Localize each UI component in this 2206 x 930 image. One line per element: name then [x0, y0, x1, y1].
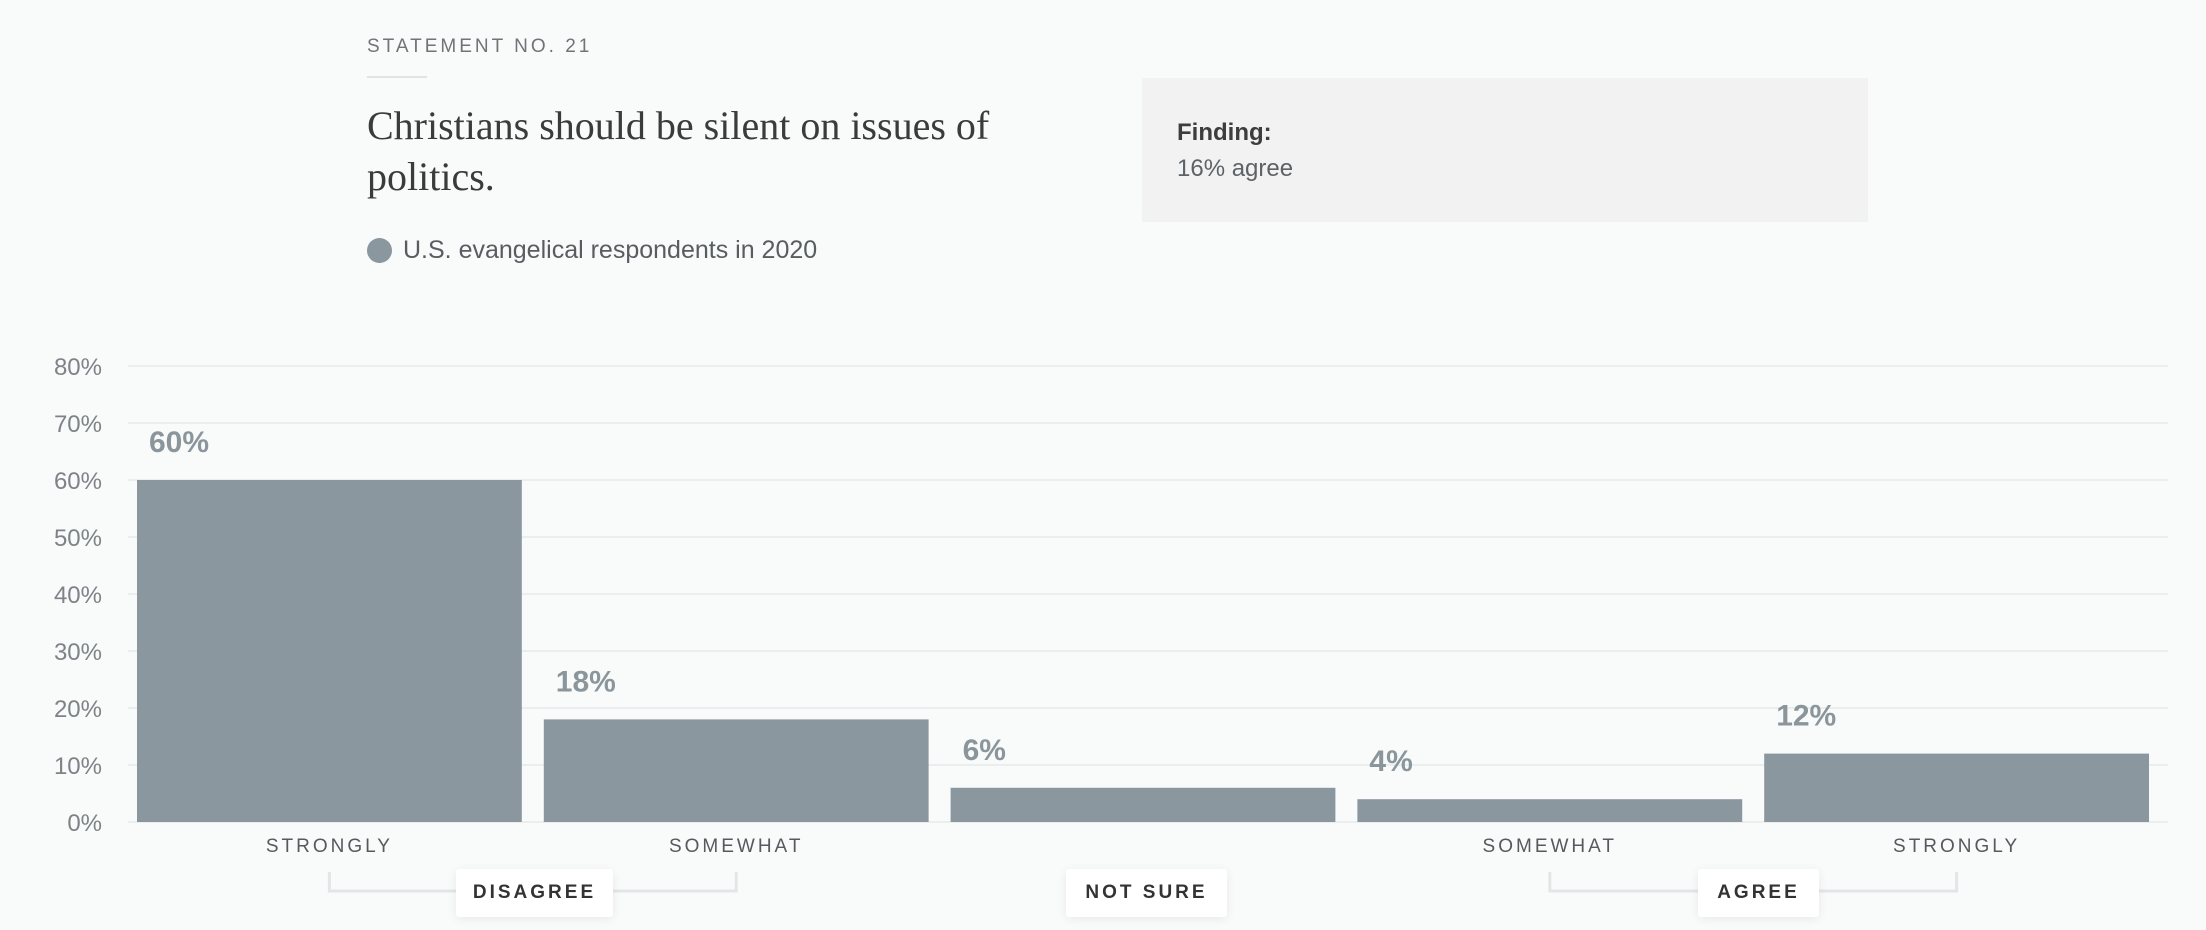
finding-value: 16% agree	[1177, 155, 1294, 182]
x-category-label: SOMEWHAT	[1483, 836, 1617, 857]
bar	[1764, 753, 2149, 822]
bar	[950, 787, 1336, 822]
bar	[137, 480, 522, 822]
bar-data-label: 60%	[149, 426, 209, 459]
finding-label: Finding:	[1177, 119, 1272, 146]
y-tick-label: 30%	[54, 639, 102, 666]
y-tick-label: 10%	[54, 753, 102, 780]
x-category-label: SOMEWHAT	[669, 836, 803, 857]
statement-title: Christians should be silent on issues of…	[367, 103, 990, 199]
y-tick-label: 20%	[54, 696, 102, 723]
finding-box: Finding: 16% agree	[1142, 78, 1868, 222]
bar-data-label: 4%	[1369, 745, 1412, 778]
y-tick-label: 60%	[54, 468, 102, 495]
bar-data-label: 18%	[556, 665, 616, 698]
bar	[543, 719, 929, 822]
y-tick-label: 0%	[67, 810, 102, 837]
y-tick-label: 70%	[54, 411, 102, 438]
y-tick-label: 80%	[54, 354, 102, 381]
statement-number: STATEMENT NO. 21	[367, 36, 593, 57]
bar-data-label: 6%	[963, 734, 1006, 767]
group-label-disagree: DISAGREE	[456, 869, 613, 917]
x-category-label: STRONGLY	[266, 836, 393, 857]
x-category-label: STRONGLY	[1893, 836, 2020, 857]
legend-swatch	[367, 238, 392, 263]
group-label-agree: AGREE	[1698, 869, 1819, 917]
y-tick-label: 50%	[54, 525, 102, 552]
bar-data-label: 12%	[1776, 700, 1836, 733]
y-tick-label: 40%	[54, 582, 102, 609]
legend-label: U.S. evangelical respondents in 2020	[403, 236, 818, 264]
chart-legend: U.S. evangelical respondents in 2020	[367, 236, 817, 265]
group-label-not-sure: NOT SURE	[1066, 869, 1227, 917]
bar	[1357, 799, 1743, 822]
statement-divider	[367, 76, 427, 78]
